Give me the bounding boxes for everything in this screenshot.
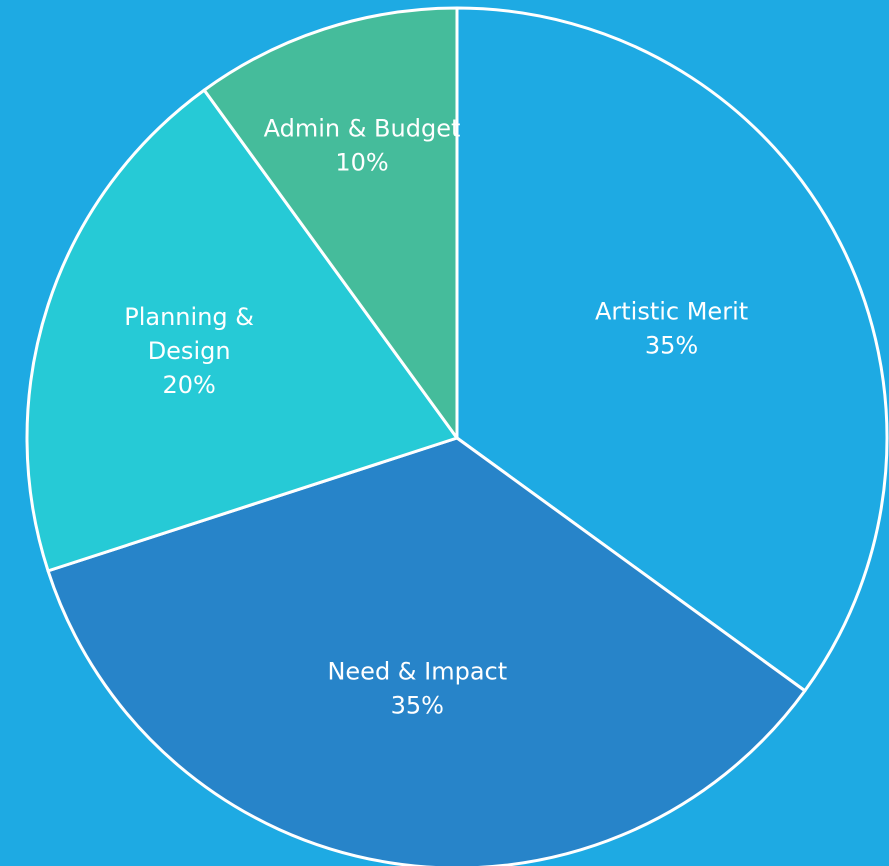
pie-labels: Artistic Merit 35% Need & Impact 35% Plannin… xyxy=(124,115,748,720)
slice-name-label: Artistic Merit xyxy=(595,298,748,326)
slice-value-label: 20% xyxy=(162,371,215,399)
pie-slices xyxy=(25,6,889,866)
slice-label: Artistic Merit 35% xyxy=(595,298,748,360)
pie-slice xyxy=(455,6,889,693)
pie-slice xyxy=(46,436,807,866)
slice-name-label: Need & Impact xyxy=(327,658,507,686)
slice-label: Planning & Design 20% xyxy=(124,303,254,399)
slice-label: Need & Impact 35% xyxy=(327,658,507,720)
slice-name-label: Design xyxy=(148,337,231,365)
slice-name-label: Admin & Budget xyxy=(264,115,461,143)
pie-slice xyxy=(202,6,459,440)
slice-name-label: Planning & xyxy=(124,303,254,331)
slice-value-label: 35% xyxy=(645,332,698,360)
slice-value-label: 10% xyxy=(335,149,388,177)
slice-value-label: 35% xyxy=(391,692,444,720)
slice-label: Admin & Budget 10% xyxy=(264,115,461,177)
pie-slice xyxy=(25,88,459,573)
